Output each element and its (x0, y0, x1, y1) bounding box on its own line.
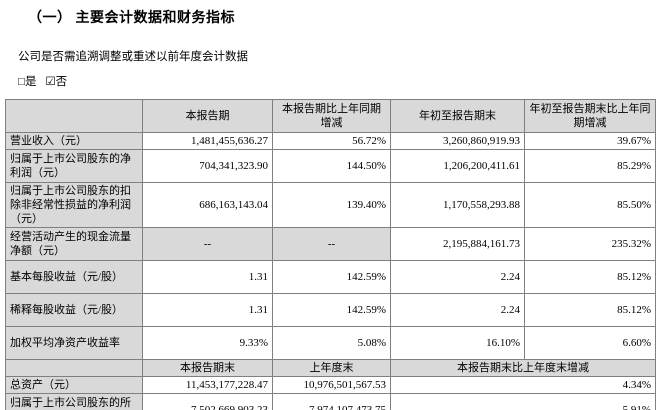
table-row: 基本每股收益（元/股） 1.31 142.59% 2.24 85.12% (5, 260, 656, 294)
row-label-diluted-eps: 稀释每股收益（元/股） (5, 293, 143, 327)
checkbox-no-label: 否 (55, 76, 68, 88)
value-cell: 6.60% (524, 326, 656, 360)
col-header-yearend-change: 本报告期末比上年度末增减 (390, 359, 656, 377)
value-cell: 7,502,669,903.23 (142, 393, 273, 410)
col-header-ytd-change: 年初至报告期末比上年同期增减 (524, 99, 656, 133)
value-cell: 85.12% (524, 293, 656, 327)
checkbox-checked-icon: ☑ (45, 76, 56, 88)
table-row: 加权平均净资产收益率 9.33% 5.08% 16.10% 6.60% (5, 326, 656, 360)
checkbox-unchecked-icon: □ (18, 76, 25, 88)
value-cell: 5.08% (272, 326, 391, 360)
table-row: 归属于上市公司股东的所有者权益（元） 7,502,669,903.23 7,97… (5, 393, 656, 410)
value-cell: 144.50% (272, 149, 391, 183)
checkbox-no-group: ☑否 (45, 76, 67, 88)
checkbox-yes-group: □是 (18, 76, 36, 88)
value-cell: 704,341,323.90 (142, 149, 273, 183)
value-cell: 85.12% (524, 260, 656, 294)
financial-indicators-table: 本报告期 本报告期比上年同期增减 年初至报告期末 年初至报告期末比上年同期增减 … (5, 99, 656, 410)
value-cell: 139.40% (272, 182, 391, 228)
row-label-net-profit-excl-nonrecurring: 归属于上市公司股东的扣除非经常性损益的净利润（元） (5, 182, 143, 228)
value-cell: 39.67% (524, 132, 656, 150)
table-row: 稀释每股收益（元/股） 1.31 142.59% 2.24 85.12% (5, 293, 656, 327)
col-header-prior-yearend: 上年度末 (272, 359, 391, 377)
value-cell: 1,206,200,411.61 (390, 149, 525, 183)
value-cell: 2.24 (390, 293, 525, 327)
row-label-revenue: 营业收入（元） (5, 132, 143, 150)
row-label-weighted-avg-roe: 加权平均净资产收益率 (5, 326, 143, 360)
value-cell: 16.10% (390, 326, 525, 360)
corner-cell (5, 99, 143, 133)
table-row: 经营活动产生的现金流量净额（元） -- -- 2,195,884,161.73 … (5, 227, 656, 261)
row-label-basic-eps: 基本每股收益（元/股） (5, 260, 143, 294)
col-header-period-end: 本报告期末 (142, 359, 273, 377)
value-cell: 686,163,143.04 (142, 182, 273, 228)
value-cell: 1,170,558,293.88 (390, 182, 525, 228)
corner-cell (5, 359, 143, 377)
value-cell: 1.31 (142, 260, 273, 294)
table-header-yearend: 本报告期末 上年度末 本报告期末比上年度末增减 (5, 359, 656, 377)
table-row: 营业收入（元） 1,481,455,636.27 56.72% 3,260,86… (5, 132, 656, 150)
value-cell: 1.31 (142, 293, 273, 327)
value-cell: 9.33% (142, 326, 273, 360)
table-row: 归属于上市公司股东的净利润（元） 704,341,323.90 144.50% … (5, 149, 656, 183)
col-header-ytd: 年初至报告期末 (390, 99, 525, 133)
value-cell: 4.34% (390, 376, 656, 394)
table-header-period: 本报告期 本报告期比上年同期增减 年初至报告期末 年初至报告期末比上年同期增减 (5, 99, 656, 133)
checkbox-yes-label: 是 (24, 76, 37, 88)
value-cell: -5.91% (390, 393, 656, 410)
table-row: 总资产（元） 11,453,177,228.47 10,976,501,567.… (5, 376, 656, 394)
value-cell: 85.29% (524, 149, 656, 183)
value-cell: 3,260,860,919.93 (390, 132, 525, 150)
value-cell: 2.24 (390, 260, 525, 294)
report-page: （一） 主要会计数据和财务指标 公司是否需追溯调整或重述以前年度会计数据 □是 … (0, 7, 664, 410)
value-cell: 85.50% (524, 182, 656, 228)
restatement-answer: □是 ☑否 (18, 73, 664, 89)
row-label-operating-cash-flow: 经营活动产生的现金流量净额（元） (5, 227, 143, 261)
row-label-owners-equity: 归属于上市公司股东的所有者权益（元） (5, 393, 143, 410)
value-cell: 1,481,455,636.27 (142, 132, 273, 150)
table-row: 归属于上市公司股东的扣除非经常性损益的净利润（元） 686,163,143.04… (5, 182, 656, 228)
restatement-question: 公司是否需追溯调整或重述以前年度会计数据 (18, 51, 248, 63)
row-label-total-assets: 总资产（元） (5, 376, 143, 394)
value-cell: 11,453,177,228.47 (142, 376, 273, 394)
col-header-current-period: 本报告期 (142, 99, 273, 133)
value-cell: 142.59% (272, 260, 391, 294)
value-cell: 7,974,107,473.75 (272, 393, 391, 410)
value-cell: 142.59% (272, 293, 391, 327)
value-cell: 235.32% (524, 227, 656, 261)
value-cell: 2,195,884,161.73 (390, 227, 525, 261)
value-cell: 10,976,501,567.53 (272, 376, 391, 394)
row-label-net-profit: 归属于上市公司股东的净利润（元） (5, 149, 143, 183)
value-cell: 56.72% (272, 132, 391, 150)
value-cell: -- (142, 227, 273, 261)
col-header-period-change: 本报告期比上年同期增减 (272, 99, 391, 133)
section-title: （一） 主要会计数据和财务指标 (28, 11, 235, 26)
value-cell: -- (272, 227, 391, 261)
